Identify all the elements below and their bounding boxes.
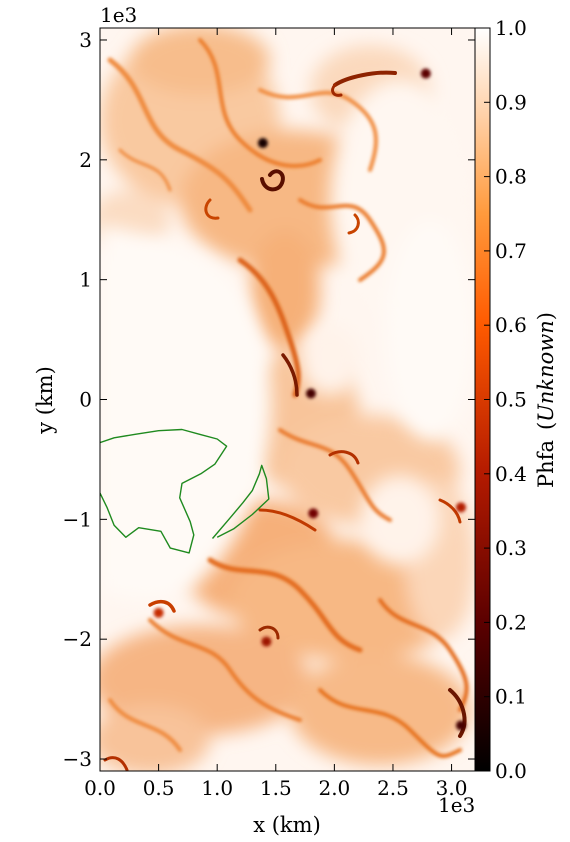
field-filaments	[107, 38, 469, 758]
dark-feature-point	[455, 720, 466, 731]
x-axis: 0.0 0.5 1.0 1.5 2.0 2.5 3.0	[84, 28, 467, 800]
x-tick-label: 0.0	[84, 776, 116, 800]
colorbar-label-italic: Unknown	[534, 320, 558, 422]
colorbar-tick-label: 0.0	[495, 759, 527, 783]
heatmap-field	[100, 28, 475, 771]
y-offset-text: 1e3	[100, 3, 137, 27]
y-tick-label: −3	[63, 747, 92, 771]
x-tick-label: 1.0	[201, 776, 233, 800]
colorbar-tick-label: 0.4	[495, 462, 527, 486]
coastline-layer	[100, 428, 270, 554]
x-tick-label: 3.0	[436, 776, 468, 800]
dark-feature-point	[308, 508, 319, 519]
colorbar-tick-label: 0.3	[495, 536, 527, 560]
x-tick-label: 0.5	[143, 776, 175, 800]
colorbar-tick-label: 0.2	[495, 610, 527, 634]
x-tick-label: 1.5	[260, 776, 292, 800]
x-axis-label: x (km)	[253, 813, 321, 837]
colorbar-tick-label: 0.1	[495, 685, 527, 709]
coastline-island	[100, 428, 228, 554]
dark-feature-point	[420, 68, 431, 79]
colorbar-tick-label: 0.6	[495, 313, 527, 337]
colorbar-label-text: Phfa	[534, 440, 558, 488]
field-background-texture	[100, 28, 475, 771]
colorbar-tick-label: 0.8	[495, 165, 527, 189]
y-axis: −3 −2 −1 0 1 2 3	[63, 28, 475, 771]
plot-area	[99, 27, 476, 772]
dark-feature-point	[153, 607, 164, 618]
field-calm-regions	[100, 80, 475, 600]
y-axis-label: y (km)	[33, 366, 57, 435]
y-tick-label: 3	[79, 28, 92, 52]
y-tick-label: 1	[79, 268, 92, 292]
y-tick-label: 2	[79, 148, 92, 172]
colorbar-tick-label: 0.5	[495, 388, 527, 412]
dark-feature-point	[261, 636, 272, 647]
y-tick-label: −1	[63, 507, 92, 531]
dark-feature-point	[305, 388, 316, 399]
dark-feature-layer	[153, 68, 466, 731]
field-eddies	[103, 70, 467, 771]
colorbar-tick-label: 0.7	[495, 239, 527, 263]
y-tick-label: 0	[79, 388, 92, 412]
colorbar-tick-label: 0.9	[495, 90, 527, 114]
dark-feature-point	[257, 138, 268, 149]
x-offset-text: 1e3	[438, 793, 475, 817]
colorbar-label: Phfa(Unknown)	[534, 312, 558, 488]
y-tick-label: −2	[63, 627, 92, 651]
x-tick-label: 2.5	[377, 776, 409, 800]
x-tick-label: 2.0	[318, 776, 350, 800]
colorbar: 0.0 0.1 0.2 0.3 0.4 0.5 0.6 0.7 0.8 0.9 1.0 Phfa(U…	[474, 16, 558, 783]
colorbar-ticks: 0.0 0.1 0.2 0.3 0.4 0.5 0.6 0.7 0.8 0.9 1.0	[484, 16, 527, 783]
colorbar-tick-label: 1.0	[495, 16, 527, 40]
coastline-peninsula	[211, 464, 270, 539]
dark-feature-point	[455, 502, 466, 513]
